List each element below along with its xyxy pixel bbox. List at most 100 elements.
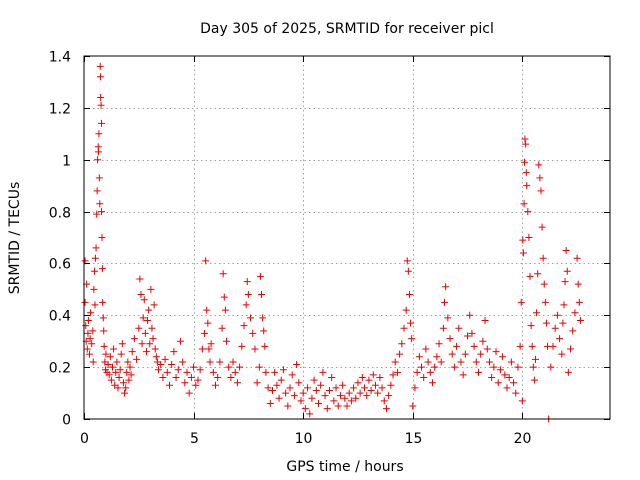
data-point [110, 345, 118, 353]
data-point [365, 376, 373, 384]
data-point [418, 363, 426, 371]
data-point [181, 379, 189, 387]
data-point [485, 358, 493, 366]
data-point [206, 358, 214, 366]
data-point [341, 394, 349, 402]
data-point [422, 345, 430, 353]
data-point [450, 363, 458, 371]
data-point [115, 374, 123, 382]
data-point [317, 381, 325, 389]
data-point [441, 298, 449, 306]
data-point [534, 270, 542, 278]
tick-labels: 0 0.2 0.4 0.6 0.8 1 1.2 1.4 0 5 10 15 20 [49, 50, 532, 448]
data-point [247, 314, 255, 322]
data-point [258, 291, 266, 299]
data-point [492, 348, 500, 356]
data-point [240, 322, 248, 330]
data-point [277, 376, 285, 384]
data-point [99, 314, 107, 322]
data-point [271, 368, 279, 376]
data-point [533, 309, 541, 317]
data-point [201, 329, 209, 337]
plot-frame [83, 55, 611, 420]
data-point [512, 389, 520, 397]
data-point [161, 355, 169, 363]
data-point [519, 249, 527, 257]
data-point [229, 358, 237, 366]
data-point [470, 342, 478, 350]
data-point [104, 361, 112, 369]
data-point [130, 335, 138, 343]
data-point [90, 285, 98, 293]
data-point [488, 374, 496, 382]
data-point [528, 342, 536, 350]
data-point [521, 135, 529, 143]
data-point [84, 316, 92, 324]
data-point [542, 319, 550, 327]
data-point [98, 208, 106, 216]
data-point [576, 316, 584, 324]
data-point [81, 298, 89, 306]
y-tick-label: 0 [62, 413, 71, 429]
data-point [205, 345, 213, 353]
data-point [123, 368, 131, 376]
data-point [107, 376, 115, 384]
data-point [89, 327, 97, 335]
data-point [157, 361, 165, 369]
data-point [214, 374, 222, 382]
data-point [518, 397, 526, 405]
data-point [146, 340, 154, 348]
data-point [409, 402, 417, 410]
data-point [96, 200, 104, 208]
data-point [354, 379, 362, 387]
data-point [236, 363, 244, 371]
data-point [332, 384, 340, 392]
data-point [139, 314, 147, 322]
data-point [219, 270, 227, 278]
data-point [301, 405, 309, 413]
data-point [334, 402, 342, 410]
data-point [220, 293, 228, 301]
data-point [551, 324, 559, 332]
data-point [336, 392, 344, 400]
data-point [439, 324, 447, 332]
data-point [268, 386, 276, 394]
data-point [149, 335, 157, 343]
data-point [225, 363, 233, 371]
data-point [227, 374, 235, 382]
data-point [304, 384, 312, 392]
data-point [118, 340, 126, 348]
data-point [540, 280, 548, 288]
data-point [266, 399, 274, 407]
data-point [218, 324, 226, 332]
data-point [102, 350, 110, 358]
data-point [382, 405, 390, 413]
data-point [453, 342, 461, 350]
data-point [138, 340, 146, 348]
data-point [428, 379, 436, 387]
data-point [170, 348, 178, 356]
data-point [547, 363, 555, 371]
data-point [496, 366, 504, 374]
data-point [330, 397, 338, 405]
x-tick-label: 0 [80, 431, 89, 447]
data-point [242, 301, 250, 309]
y-tick-label: 1.4 [49, 50, 71, 66]
data-point [559, 319, 567, 327]
data-point [244, 291, 252, 299]
data-point [286, 384, 294, 392]
data-point [125, 376, 133, 384]
data-point [91, 254, 99, 262]
data-point [455, 324, 463, 332]
data-point [558, 350, 566, 358]
data-point [117, 350, 125, 358]
data-point [363, 392, 371, 400]
x-tick-label: 20 [514, 431, 532, 447]
data-point [339, 381, 347, 389]
data-point [477, 350, 485, 358]
data-point [212, 381, 219, 389]
data-point [86, 335, 94, 343]
data-point [490, 363, 498, 371]
data-point [564, 368, 572, 376]
data-point [573, 254, 581, 262]
